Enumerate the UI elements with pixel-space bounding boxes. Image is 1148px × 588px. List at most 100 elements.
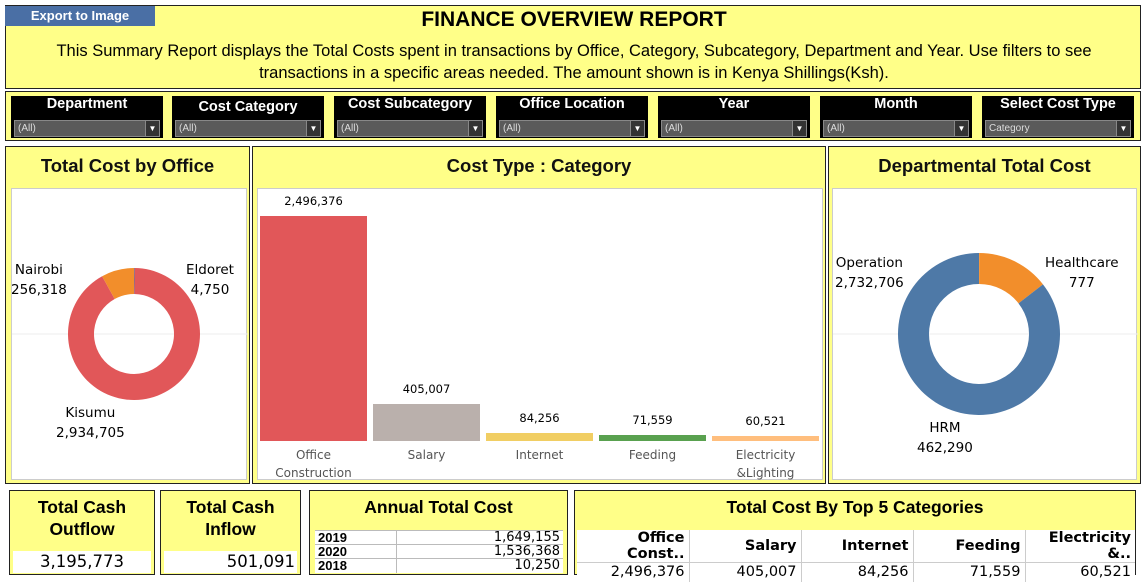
year-cell: 2019 — [315, 530, 397, 545]
dept-label-healthcare: Healthcare 777 — [1045, 253, 1119, 293]
bar-value-label: 405,007 — [402, 382, 451, 397]
cash-inflow-title: Total Cash Inflow — [186, 497, 275, 539]
office-panel-title: Total Cost by Office — [40, 155, 215, 176]
slice-name: Nairobi — [14, 262, 63, 278]
cost-subcategory-select[interactable]: (All) ▼ — [337, 120, 483, 137]
column-header: Office Const.. — [577, 530, 690, 563]
slice-name: Operation — [835, 255, 903, 271]
year-cell: 2020 — [315, 544, 397, 559]
year-select[interactable]: (All) ▼ — [661, 120, 807, 137]
filter-office-location: Office Location (All) ▼ — [496, 96, 648, 138]
value-cell: 1,536,368 — [395, 544, 563, 559]
value-cell: 2,496,376 — [577, 562, 690, 582]
dept-panel-title: Departmental Total Cost — [878, 155, 1091, 176]
bar-category-label: Office Construction — [275, 448, 352, 480]
bar-3[interactable] — [599, 434, 706, 441]
table-header-row: Office Const.. Salary Internet Feeding E… — [577, 530, 1135, 563]
bar-4[interactable] — [712, 435, 819, 441]
slice-name: Eldoret — [186, 262, 234, 278]
filter-label: Cost Subcategory — [347, 96, 473, 112]
slice-value: 2,934,705 — [56, 425, 125, 441]
chevron-down-icon[interactable]: ▼ — [954, 121, 968, 136]
department-select[interactable]: (All) ▼ — [14, 120, 160, 137]
value-cell: 84,256 — [801, 562, 914, 582]
office-location-select[interactable]: (All) ▼ — [499, 120, 645, 137]
slice-value: 4,750 — [190, 282, 230, 298]
select-value: (All) — [341, 123, 359, 134]
slice-name: HRM — [929, 420, 961, 436]
report-header — [5, 5, 1141, 89]
cash-outflow-card: Total Cash Outflow 3,195,773 — [9, 490, 155, 575]
chevron-down-icon[interactable]: ▼ — [1116, 121, 1130, 136]
value-cell: 1,649,155 — [395, 530, 563, 545]
dept-label-hrm: HRM 462,290 — [917, 418, 973, 458]
bar-1[interactable] — [373, 404, 480, 441]
select-value: (All) — [503, 123, 521, 134]
chevron-down-icon[interactable]: ▼ — [468, 121, 482, 136]
dept-donut-chart — [833, 253, 1138, 415]
office-slice-eldoret[interactable] — [134, 268, 135, 295]
filter-cost-type: Select Cost Type Category ▼ — [982, 96, 1134, 138]
bar-value-label: 60,521 — [745, 413, 786, 428]
table-row: 2018 10,250 — [315, 558, 563, 573]
bar-0[interactable] — [260, 216, 367, 441]
slice-value: 777 — [1068, 275, 1095, 291]
filter-label: Cost Category — [198, 99, 298, 115]
bar-value-label: 71,559 — [632, 412, 673, 427]
office-label-kisumu: Kisumu 2,934,705 — [56, 403, 125, 443]
select-value: (All) — [827, 123, 845, 134]
bar-value-label: 2,496,376 — [284, 194, 343, 208]
dept-slice-hrm[interactable] — [979, 253, 1043, 304]
select-value: Category — [989, 123, 1030, 134]
value-cell: 405,007 — [689, 562, 802, 582]
chevron-down-icon[interactable]: ▼ — [306, 121, 320, 136]
cash-outflow-title: Total Cash Outflow — [37, 497, 127, 539]
cost-type-select[interactable]: Category ▼ — [985, 120, 1131, 137]
bar-category-label: Internet — [515, 448, 564, 462]
bar-value-label: 84,256 — [519, 411, 560, 426]
column-header: Electricity &.. — [1025, 530, 1135, 563]
chevron-down-icon[interactable]: ▼ — [792, 121, 806, 136]
filter-label: Select Cost Type — [1000, 96, 1116, 112]
value-cell: 71,559 — [913, 562, 1026, 582]
top5-title: Total Cost By Top 5 Categories — [726, 497, 984, 517]
filter-year: Year (All) ▼ — [658, 96, 810, 138]
office-donut-chart — [12, 268, 248, 400]
slice-value: 256,318 — [11, 282, 67, 298]
office-slice-nairobi[interactable] — [102, 268, 134, 299]
top5-table: Office Const.. Salary Internet Feeding E… — [577, 530, 1135, 582]
category-panel-title: Cost Type : Category — [446, 155, 632, 176]
slice-value: 2,732,706 — [835, 275, 904, 291]
bar-category-label: Feeding — [628, 448, 677, 462]
cost-category-select[interactable]: (All) ▼ — [175, 120, 321, 137]
select-value: (All) — [18, 123, 36, 134]
annual-cost-title: Annual Total Cost — [364, 497, 513, 517]
page-description: This Summary Report displays the Total C… — [56, 42, 1092, 82]
office-slice-kisumu[interactable] — [67, 268, 201, 400]
page-title: FINANCE OVERVIEW REPORT — [421, 8, 727, 31]
table-row: 2,496,376 405,007 84,256 71,559 60,521 — [577, 562, 1135, 582]
value-cell: 10,250 — [395, 558, 563, 573]
column-header: Internet — [801, 530, 914, 563]
dept-label-operation: Operation 2,732,706 — [835, 253, 904, 293]
value-cell: 60,521 — [1080, 564, 1131, 581]
office-label-eldoret: Eldoret 4,750 — [186, 260, 234, 300]
bar-2[interactable] — [486, 433, 593, 441]
year-cell: 2018 — [315, 558, 397, 573]
annual-cost-table: 2019 1,649,155 2020 1,536,368 2018 10,250 — [315, 530, 563, 573]
dept-slice-operation[interactable] — [898, 253, 1060, 415]
filter-label: Office Location — [519, 96, 625, 112]
chevron-down-icon[interactable]: ▼ — [145, 121, 159, 136]
dept-panel: Departmental Total Cost — [828, 146, 1141, 484]
office-panel: Total Cost by Office — [5, 146, 250, 484]
office-label-nairobi: Nairobi 256,318 — [11, 260, 67, 300]
cash-inflow-value: 501,091 — [164, 551, 297, 573]
filter-label: Month — [874, 96, 918, 112]
filter-department: Department (All) ▼ — [11, 96, 163, 138]
month-select[interactable]: (All) ▼ — [823, 120, 969, 137]
office-chart-area — [11, 188, 248, 480]
dept-chart-area — [832, 188, 1138, 480]
chevron-down-icon[interactable]: ▼ — [630, 121, 644, 136]
export-to-image-button[interactable]: Export to Image — [5, 6, 155, 26]
filter-cost-subcategory: Cost Subcategory (All) ▼ — [334, 96, 486, 138]
